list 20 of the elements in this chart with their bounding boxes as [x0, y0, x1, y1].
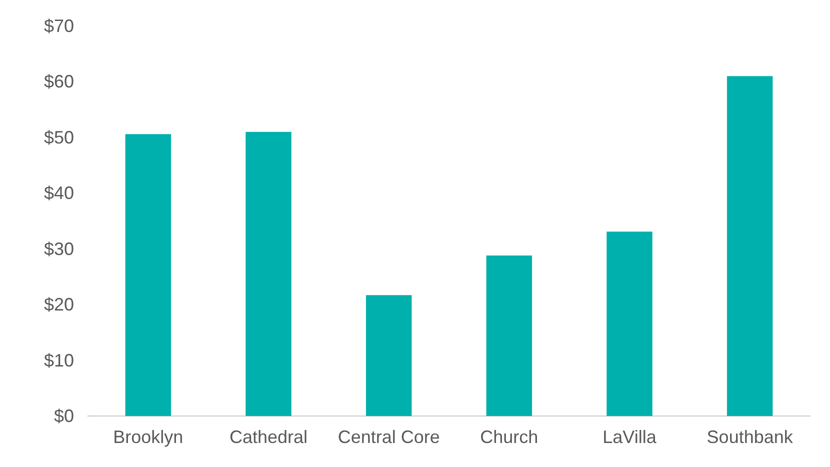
y-tick-label: $0 [54, 406, 74, 426]
bar [246, 132, 292, 416]
y-tick-label: $20 [44, 294, 74, 315]
bar [125, 134, 172, 416]
x-tick-label: Cathedral [229, 427, 308, 447]
y-tick-label: $70 [44, 16, 74, 36]
x-tick-label: Southbank [706, 427, 794, 447]
x-tick-label: Church [480, 427, 538, 447]
x-tick-label: Brooklyn [113, 427, 184, 447]
x-tick-label: Central Core [338, 427, 440, 447]
y-tick-label: $30 [44, 238, 74, 259]
y-tick-label: $50 [44, 127, 74, 148]
bar [606, 232, 652, 416]
x-tick-label: LaVilla [602, 427, 658, 447]
y-tick-label: $40 [44, 183, 74, 204]
y-tick-label: $10 [44, 350, 74, 370]
bar [486, 256, 532, 416]
bar [726, 76, 773, 416]
bar [366, 295, 412, 416]
y-tick-label: $60 [44, 72, 74, 92]
